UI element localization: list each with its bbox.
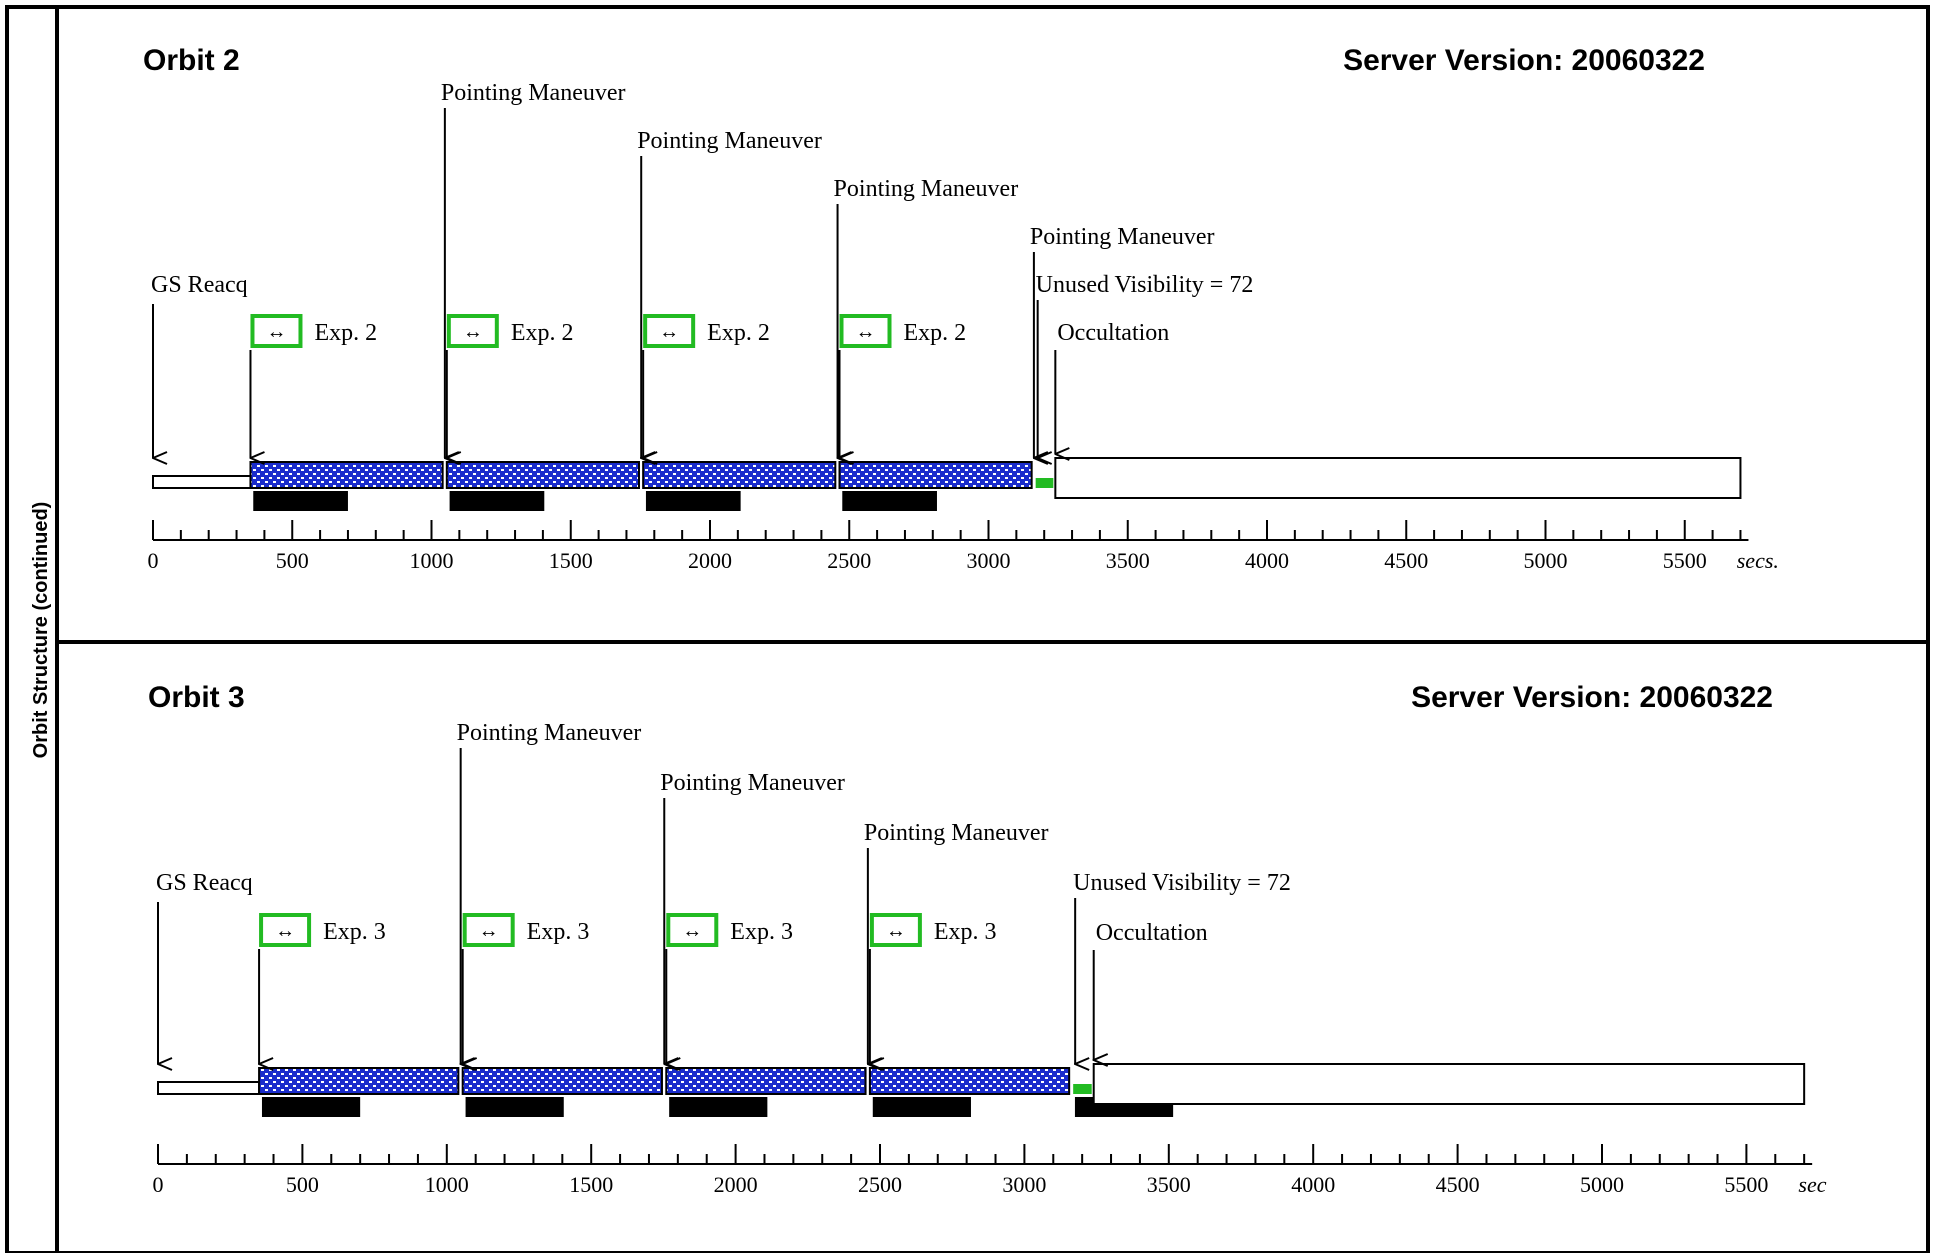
- maneuver-label: Pointing Maneuver: [864, 820, 1049, 846]
- axis-unit-label: sec: [1798, 1172, 1826, 1197]
- axis-tick-label: 1000: [410, 548, 454, 573]
- axis-tick-label: 4500: [1436, 1172, 1480, 1197]
- occultation-label: Occultation: [1057, 320, 1169, 346]
- exposure: ↔ Exp. 2: [643, 316, 835, 488]
- exposure-block: [259, 1068, 458, 1094]
- exposure-label: Exp. 2: [314, 320, 377, 346]
- unused-visibility-marker: [1036, 478, 1054, 488]
- exposure-block: [666, 1068, 865, 1094]
- axis-tick-label: 4000: [1245, 548, 1289, 573]
- exposure-label: Exp. 2: [707, 320, 770, 346]
- axis-tick-label: 0: [148, 548, 159, 573]
- exposure-label: Exp. 2: [904, 320, 967, 346]
- exposure: ↔ Exp. 3: [870, 915, 1069, 1094]
- axis-tick-label: 2000: [714, 1172, 758, 1197]
- maneuver-label: Pointing Maneuver: [457, 720, 642, 746]
- time-axis: 0 500 1000 1500 2000 2500 3000 3500 4000 4500 5000…: [148, 520, 1779, 573]
- time-axis: 0 500 1000 1500 2000 2500 3000 3500 4000 4500 5000…: [153, 1144, 1827, 1197]
- axis-tick-label: 500: [286, 1172, 319, 1197]
- maneuver-label: Pointing Maneuver: [1030, 224, 1215, 250]
- exposure-block: [463, 1068, 662, 1094]
- exposure-block: [870, 1068, 1069, 1094]
- side-title: Orbit Structure (continued): [30, 502, 52, 759]
- exposure: ↔ Exp. 2: [840, 316, 1032, 488]
- double-arrow-icon: ↔: [266, 321, 286, 343]
- activity-bar: [669, 1097, 767, 1117]
- exposure-block: [250, 462, 442, 488]
- axis-tick-label: 500: [276, 548, 309, 573]
- maneuver-label: Pointing Maneuver: [637, 128, 822, 154]
- double-arrow-icon: ↔: [479, 920, 499, 942]
- orbit-title: Orbit 3: [148, 681, 245, 714]
- activity-bar: [646, 491, 741, 511]
- exposure-block: [643, 462, 835, 488]
- double-arrow-icon: ↔: [659, 321, 679, 343]
- axis-tick-label: 5500: [1663, 548, 1707, 573]
- unused-visibility-label: Unused Visibility = 72: [1036, 272, 1254, 298]
- axis-unit-label: secs.: [1737, 548, 1779, 573]
- gs-reacq-label: GS Reacq: [151, 272, 248, 298]
- axis-tick-label: 0: [153, 1172, 164, 1197]
- axis-tick-label: 3000: [1002, 1172, 1046, 1197]
- double-arrow-icon: ↔: [886, 920, 906, 942]
- exposure-block: [447, 462, 639, 488]
- axis-tick-label: 2000: [688, 548, 732, 573]
- axis-tick-label: 1000: [425, 1172, 469, 1197]
- axis-tick-label: 1500: [569, 1172, 613, 1197]
- axis-tick-label: 2500: [858, 1172, 902, 1197]
- gs-reacq-segment: [153, 476, 250, 488]
- exposure-label: Exp. 2: [511, 320, 574, 346]
- exposure: ↔ Exp. 3: [666, 915, 865, 1094]
- server-version: Server Version: 20060322: [1411, 681, 1773, 714]
- exposure-label: Exp. 3: [527, 919, 590, 945]
- activity-bar: [466, 1097, 564, 1117]
- axis-tick-label: 4000: [1291, 1172, 1335, 1197]
- exposure: ↔ Exp. 2: [447, 316, 639, 488]
- server-version: Server Version: 20060322: [1343, 44, 1705, 77]
- orbit-title: Orbit 2: [143, 44, 240, 77]
- double-arrow-icon: ↔: [463, 321, 483, 343]
- maneuver-label: Pointing Maneuver: [834, 176, 1019, 202]
- exposure: ↔ Exp. 3: [259, 915, 458, 1094]
- activity-bar: [842, 491, 937, 511]
- axis-tick-label: 2500: [827, 548, 871, 573]
- double-arrow-icon: ↔: [856, 321, 876, 343]
- axis-tick-label: 3000: [967, 548, 1011, 573]
- occultation-block: [1094, 1064, 1804, 1104]
- exposure-label: Exp. 3: [730, 919, 793, 945]
- double-arrow-icon: ↔: [275, 920, 295, 942]
- gs-reacq-segment: [158, 1082, 259, 1094]
- axis-tick-label: 4500: [1384, 548, 1428, 573]
- exposure-label: Exp. 3: [323, 919, 386, 945]
- activity-bar: [450, 491, 545, 511]
- exposure-block: [840, 462, 1032, 488]
- exposure-label: Exp. 3: [934, 919, 997, 945]
- activity-bar: [262, 1097, 360, 1117]
- unused-visibility-label: Unused Visibility = 72: [1073, 870, 1291, 896]
- unused-visibility-marker: [1073, 1084, 1092, 1094]
- double-arrow-icon: ↔: [682, 920, 702, 942]
- gs-reacq-label: GS Reacq: [156, 870, 253, 896]
- axis-tick-label: 3500: [1147, 1172, 1191, 1197]
- axis-tick-label: 5000: [1524, 548, 1568, 573]
- axis-tick-label: 3500: [1106, 548, 1150, 573]
- axis-tick-label: 1500: [549, 548, 593, 573]
- exposure: ↔ Exp. 3: [463, 915, 662, 1094]
- maneuver-label: Pointing Maneuver: [441, 80, 626, 106]
- occultation-label: Occultation: [1096, 920, 1208, 946]
- activity-bar: [873, 1097, 971, 1117]
- axis-tick-label: 5000: [1580, 1172, 1624, 1197]
- axis-tick-label: 5500: [1724, 1172, 1768, 1197]
- maneuver-label: Pointing Maneuver: [660, 770, 845, 796]
- occultation-block: [1055, 458, 1740, 498]
- activity-bar: [253, 491, 348, 511]
- exposure: ↔ Exp. 2: [250, 316, 442, 488]
